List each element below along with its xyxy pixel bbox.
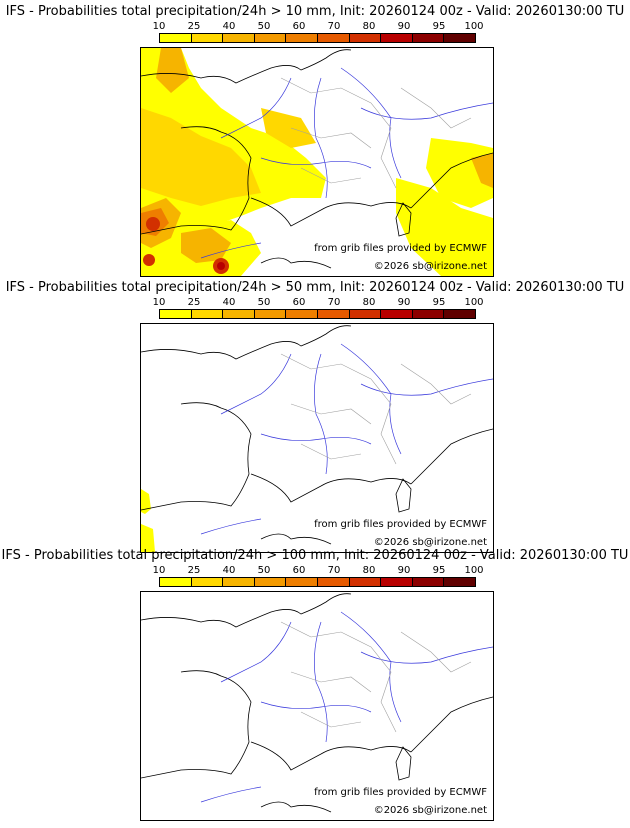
colorbar-swatch xyxy=(223,310,255,318)
colorbar-swatch xyxy=(160,34,192,42)
colorbar-swatch xyxy=(317,310,350,318)
tick-label: 90 xyxy=(397,21,411,32)
colorbar-swatch xyxy=(317,578,350,586)
precip-map xyxy=(141,325,493,552)
tick-label: 60 xyxy=(292,21,306,32)
colorbar xyxy=(159,577,476,587)
borders xyxy=(280,353,472,465)
tick-label: 80 xyxy=(362,297,376,308)
colorbar-swatch xyxy=(191,310,224,318)
tick-label: 50 xyxy=(257,21,271,32)
precip-map xyxy=(141,48,493,276)
colorbar-swatch xyxy=(191,578,224,586)
tick-label: 40 xyxy=(222,565,236,576)
panel-10mm: IFS - Probabilities total precipitation/… xyxy=(0,0,630,277)
colorbar-swatch xyxy=(381,34,413,42)
colorbar-swatch xyxy=(254,34,287,42)
tick-label: 10 xyxy=(152,21,166,32)
colorbar-swatch xyxy=(286,578,318,586)
tick-label: 70 xyxy=(327,565,341,576)
colorbar-swatch xyxy=(254,310,287,318)
tick-label: 25 xyxy=(187,565,201,576)
tick-label: 80 xyxy=(362,21,376,32)
tick-label: 40 xyxy=(222,21,236,32)
colorbar-swatch xyxy=(412,310,445,318)
coastline xyxy=(141,325,493,545)
rivers xyxy=(200,343,493,535)
colorbar-swatch xyxy=(223,34,255,42)
colorbar-swatch xyxy=(349,310,382,318)
tick-label: 50 xyxy=(257,297,271,308)
tick-label: 100 xyxy=(464,297,484,308)
tick-label: 10 xyxy=(152,297,166,308)
map-10mm: from grib files provided by ECMWF ©2026 … xyxy=(140,47,494,277)
tick-label: 100 xyxy=(464,565,484,576)
colorbar-swatch xyxy=(349,578,382,586)
tick-label: 60 xyxy=(292,565,306,576)
copyright-credit: ©2026 sb@irizone.net xyxy=(373,537,487,548)
tick-label: 95 xyxy=(432,21,446,32)
tick-label: 10 xyxy=(152,565,166,576)
colorbar-swatch xyxy=(286,310,318,318)
colorbar-labels: 10 25 40 50 60 70 80 90 95 100 xyxy=(150,21,490,33)
panel-title: IFS - Probabilities total precipitation/… xyxy=(1,548,629,563)
colorbar-swatch xyxy=(160,310,192,318)
map-50mm: from grib files provided by ECMWF ©2026 … xyxy=(140,323,494,553)
tick-label: 90 xyxy=(397,297,411,308)
source-credit: from grib files provided by ECMWF xyxy=(314,243,487,254)
tick-label: 70 xyxy=(327,21,341,32)
colorbar-swatch xyxy=(412,578,445,586)
colorbar-swatch xyxy=(286,34,318,42)
colorbar-swatch xyxy=(191,34,224,42)
source-credit: from grib files provided by ECMWF xyxy=(314,787,487,798)
colorbar-swatch xyxy=(223,578,255,586)
tick-label: 50 xyxy=(257,565,271,576)
tick-label: 100 xyxy=(464,21,484,32)
colorbar-swatch xyxy=(160,578,192,586)
tick-label: 90 xyxy=(397,565,411,576)
tick-label: 60 xyxy=(292,297,306,308)
tick-label: 80 xyxy=(362,565,376,576)
colorbar xyxy=(159,309,476,319)
rivers xyxy=(200,611,493,803)
colorbar-swatch xyxy=(444,34,475,42)
precip-map xyxy=(141,593,493,813)
tick-label: 95 xyxy=(432,297,446,308)
tick-label: 25 xyxy=(187,297,201,308)
panel-title: IFS - Probabilities total precipitation/… xyxy=(5,280,625,295)
colorbar-swatch xyxy=(412,34,445,42)
colorbar xyxy=(159,33,476,43)
panel-title: IFS - Probabilities total precipitation/… xyxy=(5,4,625,19)
colorbar-swatch xyxy=(349,34,382,42)
copyright-credit: ©2026 sb@irizone.net xyxy=(373,261,487,272)
borders xyxy=(280,621,472,733)
rivers xyxy=(200,67,493,259)
tick-label: 25 xyxy=(187,21,201,32)
colorbar-swatch xyxy=(444,578,475,586)
probability-field xyxy=(141,48,493,276)
map-100mm: from grib files provided by ECMWF ©2026 … xyxy=(140,591,494,821)
tick-label: 70 xyxy=(327,297,341,308)
panel-100mm: IFS - Probabilities total precipitation/… xyxy=(0,544,630,821)
colorbar-swatch xyxy=(444,310,475,318)
coastline xyxy=(141,49,493,269)
colorbar-swatch xyxy=(381,310,413,318)
source-credit: from grib files provided by ECMWF xyxy=(314,519,487,530)
panel-50mm: IFS - Probabilities total precipitation/… xyxy=(0,276,630,553)
copyright-credit: ©2026 sb@irizone.net xyxy=(373,805,487,816)
colorbar-labels: 10 25 40 50 60 70 80 90 95 100 xyxy=(150,297,490,309)
colorbar-swatch xyxy=(381,578,413,586)
tick-label: 95 xyxy=(432,565,446,576)
probability-field xyxy=(141,489,155,552)
tick-label: 40 xyxy=(222,297,236,308)
colorbar-swatch xyxy=(317,34,350,42)
colorbar-swatch xyxy=(254,578,287,586)
borders xyxy=(280,77,472,189)
colorbar-labels: 10 25 40 50 60 70 80 90 95 100 xyxy=(150,565,490,577)
coastline xyxy=(141,593,493,813)
